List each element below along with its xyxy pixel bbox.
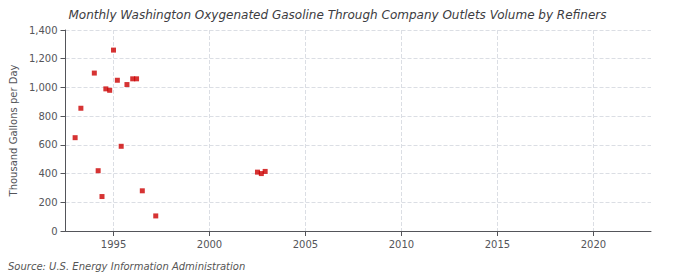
svg-text:1,000: 1,000 — [29, 82, 58, 93]
svg-text:2020: 2020 — [581, 239, 606, 250]
svg-text:800: 800 — [38, 111, 57, 122]
svg-text:Source: U.S. Energy Informatio: Source: U.S. Energy Information Administ… — [8, 261, 245, 272]
svg-text:1995: 1995 — [101, 239, 126, 250]
svg-text:2000: 2000 — [197, 239, 222, 250]
svg-text:2015: 2015 — [485, 239, 510, 250]
svg-text:1,200: 1,200 — [29, 53, 58, 64]
svg-text:Monthly Washington Oxygenated: Monthly Washington Oxygenated Gasoline T… — [68, 8, 606, 22]
svg-text:Thousand Gallons per Day: Thousand Gallons per Day — [8, 64, 19, 197]
svg-text:0: 0 — [51, 226, 57, 237]
svg-text:2010: 2010 — [389, 239, 414, 250]
svg-text:400: 400 — [38, 168, 57, 179]
svg-text:1,400: 1,400 — [29, 25, 58, 36]
svg-text:600: 600 — [38, 139, 57, 150]
svg-text:2005: 2005 — [293, 239, 318, 250]
svg-text:200: 200 — [38, 197, 57, 208]
